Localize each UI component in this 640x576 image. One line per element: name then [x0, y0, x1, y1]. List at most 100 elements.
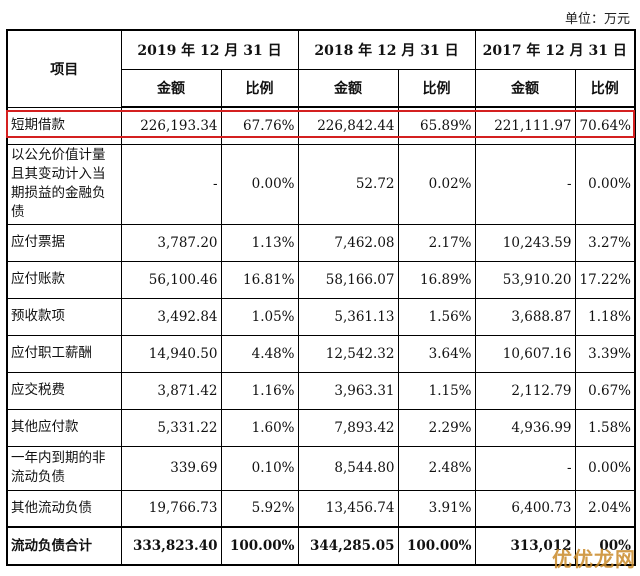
ratio-cell: 1.05% — [220, 297, 299, 336]
ratio-cell: 0.00% — [574, 143, 636, 225]
ratio-cell: 1.13% — [220, 223, 299, 262]
ratio-cell: 70.64% — [574, 106, 636, 145]
table-row: 其他流动负债 19,766.73 5.92% 13,456.74 3.91% 6,400.… — [6, 489, 636, 528]
row-label: 应付账款 — [6, 260, 122, 299]
amount-cell: 3,688.87 — [474, 297, 576, 336]
amount-cell: 5,331.22 — [120, 408, 222, 447]
ratio-cell: 16.89% — [397, 260, 476, 299]
amount-cell: 339.69 — [120, 445, 222, 491]
ratio-cell: 3.64% — [397, 334, 476, 373]
ratio-cell: 4.48% — [220, 334, 299, 373]
ratio-cell: 0.67% — [574, 371, 636, 410]
header-ratio: 比例 — [574, 68, 636, 108]
amount-cell: 10,607.16 — [474, 334, 576, 373]
amount-cell: 7,462.08 — [297, 223, 399, 262]
ratio-cell: 2.17% — [397, 223, 476, 262]
table-row: 应付账款 56,100.46 16.81% 58,166.07 16.89% 53,910… — [6, 260, 636, 299]
amount-cell: 19,766.73 — [120, 489, 222, 528]
header-row-columns: 金额 比例 金额 比例 金额 比例 — [7, 68, 636, 108]
watermark-logo: 优优龙网 — [552, 547, 636, 571]
ratio-cell: 1.16% — [220, 371, 299, 410]
row-label: 应付职工薪酬 — [6, 334, 122, 373]
table-row: 流动负债合计 333,823.40 100.00% 344,285.05 100.00%… — [6, 526, 636, 566]
ratio-cell: 1.15% — [397, 371, 476, 410]
table-row: 短期借款 226,193.34 67.76% 226,842.44 65.89% 221,… — [6, 106, 636, 145]
amount-cell: 3,871.42 — [120, 371, 222, 410]
ratio-cell: 1.60% — [220, 408, 299, 447]
header-row-periods: 项目 2019 年 12 月 31 日 2018 年 12 月 31 日 201… — [6, 29, 636, 108]
amount-cell: 14,940.50 — [120, 334, 222, 373]
amount-cell: 2,112.79 — [474, 371, 576, 410]
unit-label: 单位：万元 — [564, 12, 630, 27]
amount-cell: 53,910.20 — [474, 260, 576, 299]
amount-cell: 13,456.74 — [297, 489, 399, 528]
ratio-cell: 100.00% — [220, 526, 299, 566]
ratio-cell: 2.29% — [397, 408, 476, 447]
ratio-cell: 3.91% — [397, 489, 476, 528]
ratio-cell: 65.89% — [397, 106, 476, 145]
amount-cell: 221,111.97 — [474, 106, 576, 145]
table-row: 其他应付款 5,331.22 1.60% 7,893.42 2.29% 4,936.99 1… — [6, 408, 636, 447]
table-row: 一年内到期的非流动负债 339.69 0.10% 8,544.80 2.48% -0.00… — [6, 445, 636, 491]
amount-cell: 6,400.73 — [474, 489, 576, 528]
amount-cell: - — [474, 445, 576, 491]
ratio-cell: 1.18% — [574, 297, 636, 336]
amount-cell: 7,893.42 — [297, 408, 399, 447]
ratio-cell: 3.39% — [574, 334, 636, 373]
amount-cell: - — [120, 143, 222, 225]
ratio-cell: 0.10% — [220, 445, 299, 491]
amount-cell: 5,361.13 — [297, 297, 399, 336]
table-row: 预收款项 3,492.84 1.05% 5,361.13 1.56% 3,688.87 1.… — [6, 297, 636, 336]
amount-cell: 52.72 — [297, 143, 399, 225]
amount-cell: 58,166.07 — [297, 260, 399, 299]
header-amount: 金额 — [474, 68, 576, 108]
table-row: 应付职工薪酬 14,940.50 4.48% 12,542.32 3.64% 10,607… — [6, 334, 636, 373]
amount-cell: - — [474, 143, 576, 225]
row-label: 预收款项 — [6, 297, 122, 336]
ratio-cell: 67.76% — [220, 106, 299, 145]
row-label: 应付票据 — [6, 223, 122, 262]
header-amount: 金额 — [120, 68, 222, 108]
amount-cell: 226,193.34 — [120, 106, 222, 145]
amount-cell: 56,100.46 — [120, 260, 222, 299]
amount-cell: 226,842.44 — [297, 106, 399, 145]
table-row: 应交税费 3,871.42 1.16% 3,963.31 1.15% 2,112.79 0.… — [6, 371, 636, 410]
amount-cell: 3,787.20 — [120, 223, 222, 262]
ratio-cell: 00% — [574, 526, 636, 566]
amount-cell: 12,542.32 — [297, 334, 399, 373]
row-label: 其他应付款 — [6, 408, 122, 447]
header-amount: 金额 — [297, 68, 399, 108]
row-label: 其他流动负债 — [6, 489, 122, 528]
ratio-cell: 2.04% — [574, 489, 636, 528]
ratio-cell: 2.48% — [397, 445, 476, 491]
header-ratio: 比例 — [220, 68, 299, 108]
row-label: 应交税费 — [6, 371, 122, 410]
header-item: 项目 — [6, 29, 122, 108]
amount-cell: 8,544.80 — [297, 445, 399, 491]
ratio-cell: 5.92% — [220, 489, 299, 528]
amount-cell: 333,823.40 — [120, 526, 222, 566]
amount-cell: 4,936.99 — [474, 408, 576, 447]
header-period-2019: 2019 年 12 月 31 日 — [120, 29, 299, 70]
amount-cell: 344,285.05 — [297, 526, 399, 566]
header-period-2018: 2018 年 12 月 31 日 — [297, 29, 476, 70]
header-period-2017: 2017 年 12 月 31 日 — [474, 29, 636, 70]
ratio-cell: 0.00% — [220, 143, 299, 225]
amount-cell: 10,243.59 — [474, 223, 576, 262]
header-ratio: 比例 — [397, 68, 476, 108]
table-row: 应付票据 3,787.20 1.13% 7,462.08 2.17% 10,243.59 3… — [6, 223, 636, 262]
table-row: 以公允价值计量且其变动计入当期损益的金融负债 -0.00% 52.72 0.02% -0… — [6, 143, 636, 225]
row-label: 一年内到期的非流动负债 — [6, 445, 122, 491]
ratio-cell: 16.81% — [220, 260, 299, 299]
ratio-cell: 100.00% — [397, 526, 476, 566]
ratio-cell: 0.00% — [574, 445, 636, 491]
liabilities-table: 项目 2019 年 12 月 31 日 2018 年 12 月 31 日 201… — [6, 29, 636, 566]
ratio-cell: 0.02% — [397, 143, 476, 225]
ratio-cell: 17.22% — [574, 260, 636, 299]
ratio-cell: 1.58% — [574, 408, 636, 447]
row-label: 以公允价值计量且其变动计入当期损益的金融负债 — [6, 143, 122, 225]
amount-cell: 313,012 — [474, 526, 576, 566]
amount-cell: 3,963.31 — [297, 371, 399, 410]
amount-cell: 3,492.84 — [120, 297, 222, 336]
row-label: 流动负债合计 — [6, 526, 122, 566]
